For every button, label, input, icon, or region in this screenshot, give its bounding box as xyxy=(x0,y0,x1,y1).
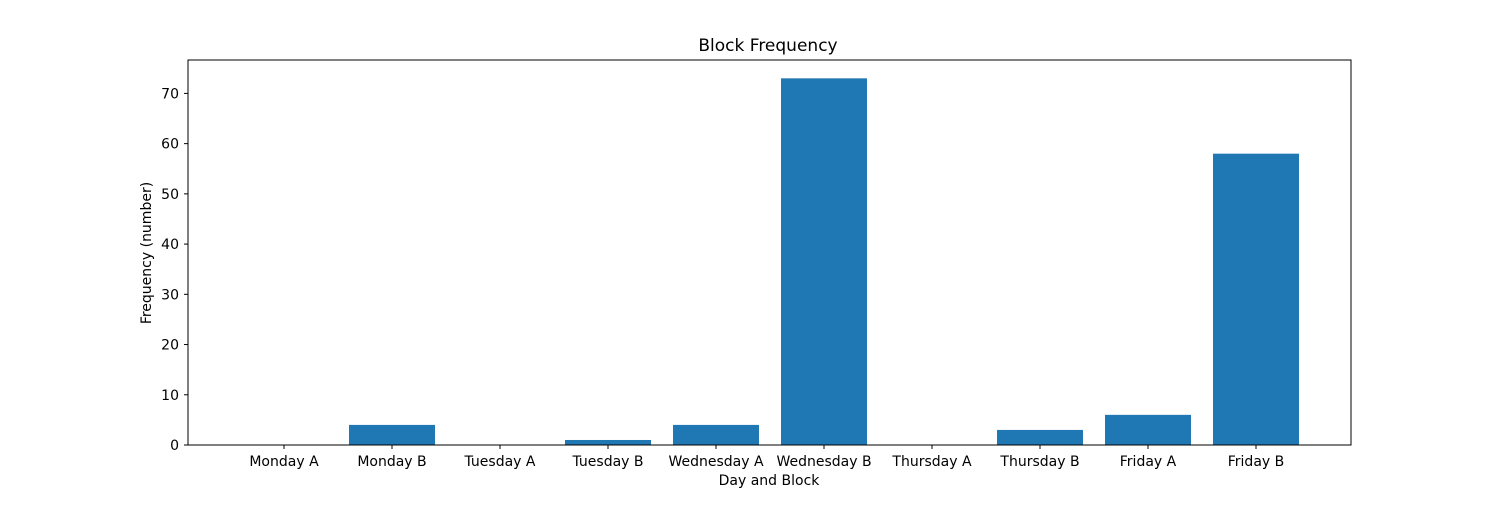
x-tick-label: Tuesday B xyxy=(571,454,643,470)
plot-frame xyxy=(187,59,1352,446)
bar-monday-b xyxy=(349,424,435,445)
chart-title: Block Frequency xyxy=(698,36,837,56)
y-axis-ticks: 0 10 20 30 40 50 60 70 xyxy=(161,86,188,454)
y-tick-label: 20 xyxy=(161,338,179,354)
x-tick-label: Thursday B xyxy=(999,454,1079,470)
x-axis-ticks: Monday A Monday B Tuesday A Tuesday B Wednes… xyxy=(249,445,1284,470)
x-tick-label: Wednesday B xyxy=(776,454,871,470)
bar-wednesday-a xyxy=(673,424,759,445)
x-tick-label: Monday B xyxy=(357,454,426,470)
y-tick-label: 10 xyxy=(161,388,179,404)
x-tick-label: Monday A xyxy=(249,454,319,470)
bars-layer xyxy=(349,78,1299,446)
bar-friday-b xyxy=(1213,153,1299,446)
x-tick-label: Friday B xyxy=(1228,454,1285,470)
x-axis-label: Day and Block xyxy=(719,473,821,489)
x-tick-label: Wednesday A xyxy=(668,454,764,470)
x-tick-label: Tuesday A xyxy=(464,454,536,470)
x-tick-label: Thursday A xyxy=(891,454,972,470)
x-tick-label: Friday A xyxy=(1120,454,1177,470)
y-tick-label: 30 xyxy=(161,287,179,303)
bar-thursday-b xyxy=(997,429,1083,445)
y-tick-label: 50 xyxy=(161,187,179,203)
y-tick-label: 0 xyxy=(170,438,179,454)
y-axis-label: Frequency (number) xyxy=(139,182,155,324)
bar-wednesday-b xyxy=(781,78,867,445)
y-tick-label: 60 xyxy=(161,137,179,153)
y-tick-label: 40 xyxy=(161,237,179,253)
bar-tuesday-b xyxy=(565,439,651,445)
bar-friday-a xyxy=(1105,414,1191,445)
y-tick-label: 70 xyxy=(161,86,179,102)
